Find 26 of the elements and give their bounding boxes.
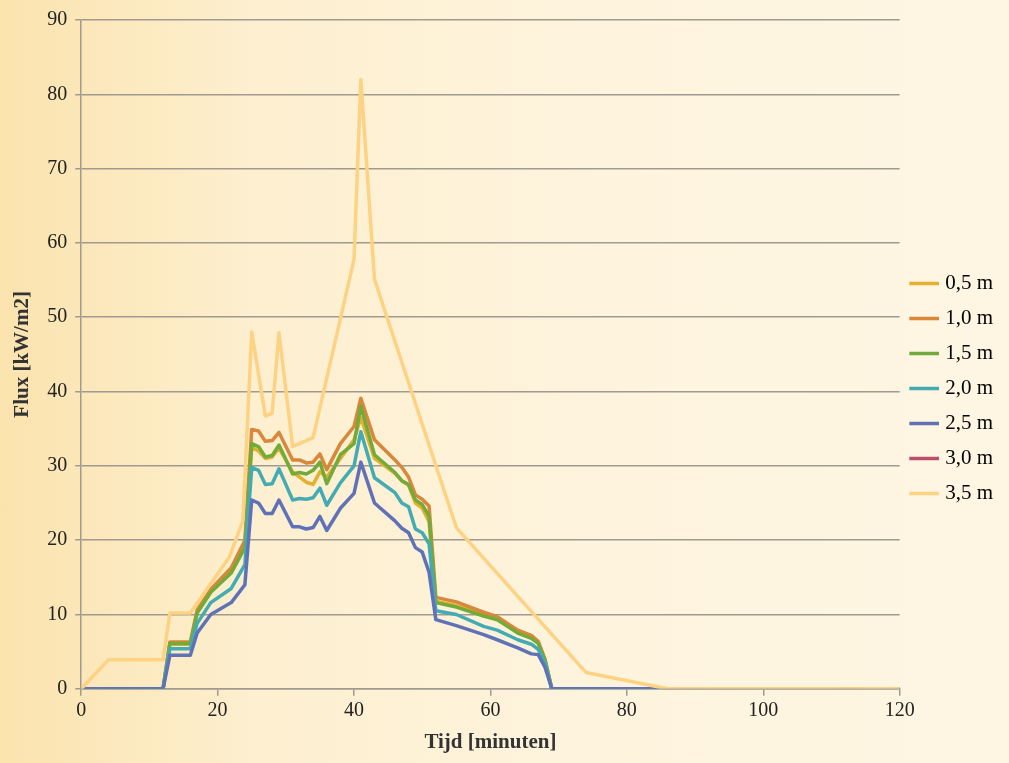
x-tick-label: 0 xyxy=(76,698,87,721)
legend-label: 1,5 m xyxy=(945,340,994,365)
y-tick-label: 30 xyxy=(47,453,68,476)
legend-label: 2,5 m xyxy=(945,410,994,435)
legend-label: 2,0 m xyxy=(945,375,994,400)
y-tick-label: 40 xyxy=(47,378,68,401)
x-tick-label: 100 xyxy=(748,698,779,721)
y-tick-label: 90 xyxy=(47,7,68,30)
x-tick-label: 20 xyxy=(207,698,228,721)
legend-label: 1,0 m xyxy=(945,305,994,330)
legend-label: 3,0 m xyxy=(945,445,994,470)
legend-label: 3,5 m xyxy=(945,480,994,505)
x-tick-label: 80 xyxy=(616,698,637,721)
legend-label: 0,5 m xyxy=(945,270,994,295)
y-tick-label: 0 xyxy=(57,676,68,699)
x-tick-label: 120 xyxy=(884,698,915,721)
x-tick-label: 60 xyxy=(480,698,501,721)
y-axis-title: Flux [kW/m2] xyxy=(9,291,34,418)
y-tick-label: 70 xyxy=(47,155,68,178)
x-tick-label: 40 xyxy=(344,698,365,721)
y-tick-label: 50 xyxy=(47,304,68,327)
y-tick-label: 60 xyxy=(47,230,68,253)
y-tick-label: 20 xyxy=(47,527,68,550)
y-tick-label: 10 xyxy=(47,601,68,624)
y-tick-label: 80 xyxy=(47,81,68,104)
x-axis-title: Tijd [minuten] xyxy=(424,728,557,753)
